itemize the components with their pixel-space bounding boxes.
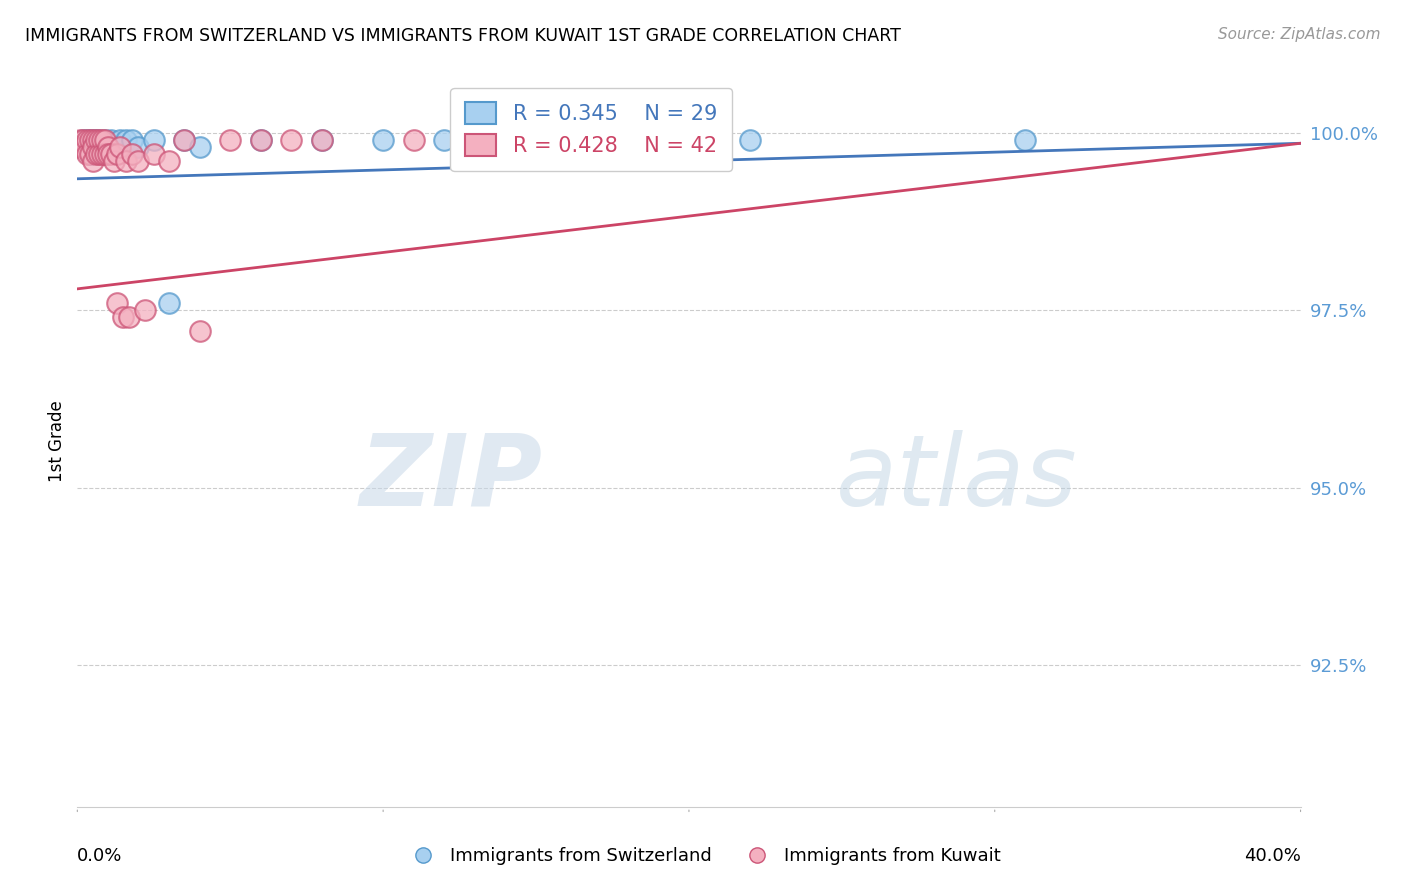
Point	[1014, 133, 1036, 147]
Point	[79, 133, 101, 147]
Point	[90, 140, 112, 154]
Point	[82, 154, 104, 169]
Point	[188, 325, 211, 339]
Text: 0.0%: 0.0%	[77, 847, 122, 865]
Text: atlas: atlas	[835, 430, 1077, 526]
Point	[79, 147, 101, 161]
Point	[100, 133, 122, 147]
Text: ZIP: ZIP	[359, 430, 543, 526]
Point	[76, 147, 98, 161]
Point	[84, 147, 107, 161]
Point	[115, 133, 138, 147]
Point	[82, 133, 104, 147]
Point	[173, 133, 195, 147]
Point	[371, 133, 394, 147]
Point	[90, 133, 112, 147]
Point	[115, 154, 138, 169]
Point	[103, 140, 125, 154]
Point	[105, 147, 128, 161]
Point	[142, 133, 165, 147]
Point	[103, 154, 125, 169]
Point	[219, 133, 242, 147]
Point	[76, 133, 98, 147]
Point	[105, 296, 128, 310]
Point	[118, 310, 141, 325]
Point	[87, 147, 110, 161]
Text: Source: ZipAtlas.com: Source: ZipAtlas.com	[1218, 27, 1381, 42]
Point	[76, 140, 98, 154]
Point	[79, 147, 101, 161]
Point	[100, 147, 122, 161]
Point	[97, 140, 120, 154]
Point	[94, 133, 117, 147]
Point	[250, 133, 273, 147]
Point	[142, 147, 165, 161]
Point	[87, 133, 110, 147]
Point	[90, 147, 112, 161]
Point	[97, 147, 120, 161]
Text: 40.0%: 40.0%	[1244, 847, 1301, 865]
Point	[108, 140, 131, 154]
Point	[97, 140, 120, 154]
Point	[311, 133, 333, 147]
Point	[157, 296, 180, 310]
Point	[87, 133, 110, 147]
Point	[79, 133, 101, 147]
Point	[84, 133, 107, 147]
Point	[94, 133, 117, 147]
Point	[555, 133, 578, 147]
Point	[72, 140, 94, 154]
Point	[127, 154, 149, 169]
Point	[311, 133, 333, 147]
Point	[69, 140, 91, 154]
Point	[112, 310, 135, 325]
Point	[121, 133, 143, 147]
Point	[157, 154, 180, 169]
Point	[134, 303, 156, 318]
Point	[121, 147, 143, 161]
Point	[82, 133, 104, 147]
Point	[250, 133, 273, 147]
Point	[69, 133, 91, 147]
Point	[188, 140, 211, 154]
Point	[84, 140, 107, 154]
Point	[280, 133, 302, 147]
Point	[76, 133, 98, 147]
Text: IMMIGRANTS FROM SWITZERLAND VS IMMIGRANTS FROM KUWAIT 1ST GRADE CORRELATION CHAR: IMMIGRANTS FROM SWITZERLAND VS IMMIGRANT…	[25, 27, 901, 45]
Point	[402, 133, 425, 147]
Point	[173, 133, 195, 147]
Point	[72, 133, 94, 147]
Y-axis label: 1st Grade: 1st Grade	[48, 401, 66, 483]
Legend: R = 0.345    N = 29, R = 0.428    N = 42: R = 0.345 N = 29, R = 0.428 N = 42	[450, 87, 731, 170]
Point	[82, 140, 104, 154]
Point	[94, 147, 117, 161]
Point	[82, 140, 104, 154]
Point	[108, 133, 131, 147]
Point	[127, 140, 149, 154]
Point	[433, 133, 456, 147]
Point	[84, 133, 107, 147]
Point	[72, 133, 94, 147]
Point	[740, 133, 762, 147]
Legend: Immigrants from Switzerland, Immigrants from Kuwait: Immigrants from Switzerland, Immigrants …	[398, 840, 1008, 872]
